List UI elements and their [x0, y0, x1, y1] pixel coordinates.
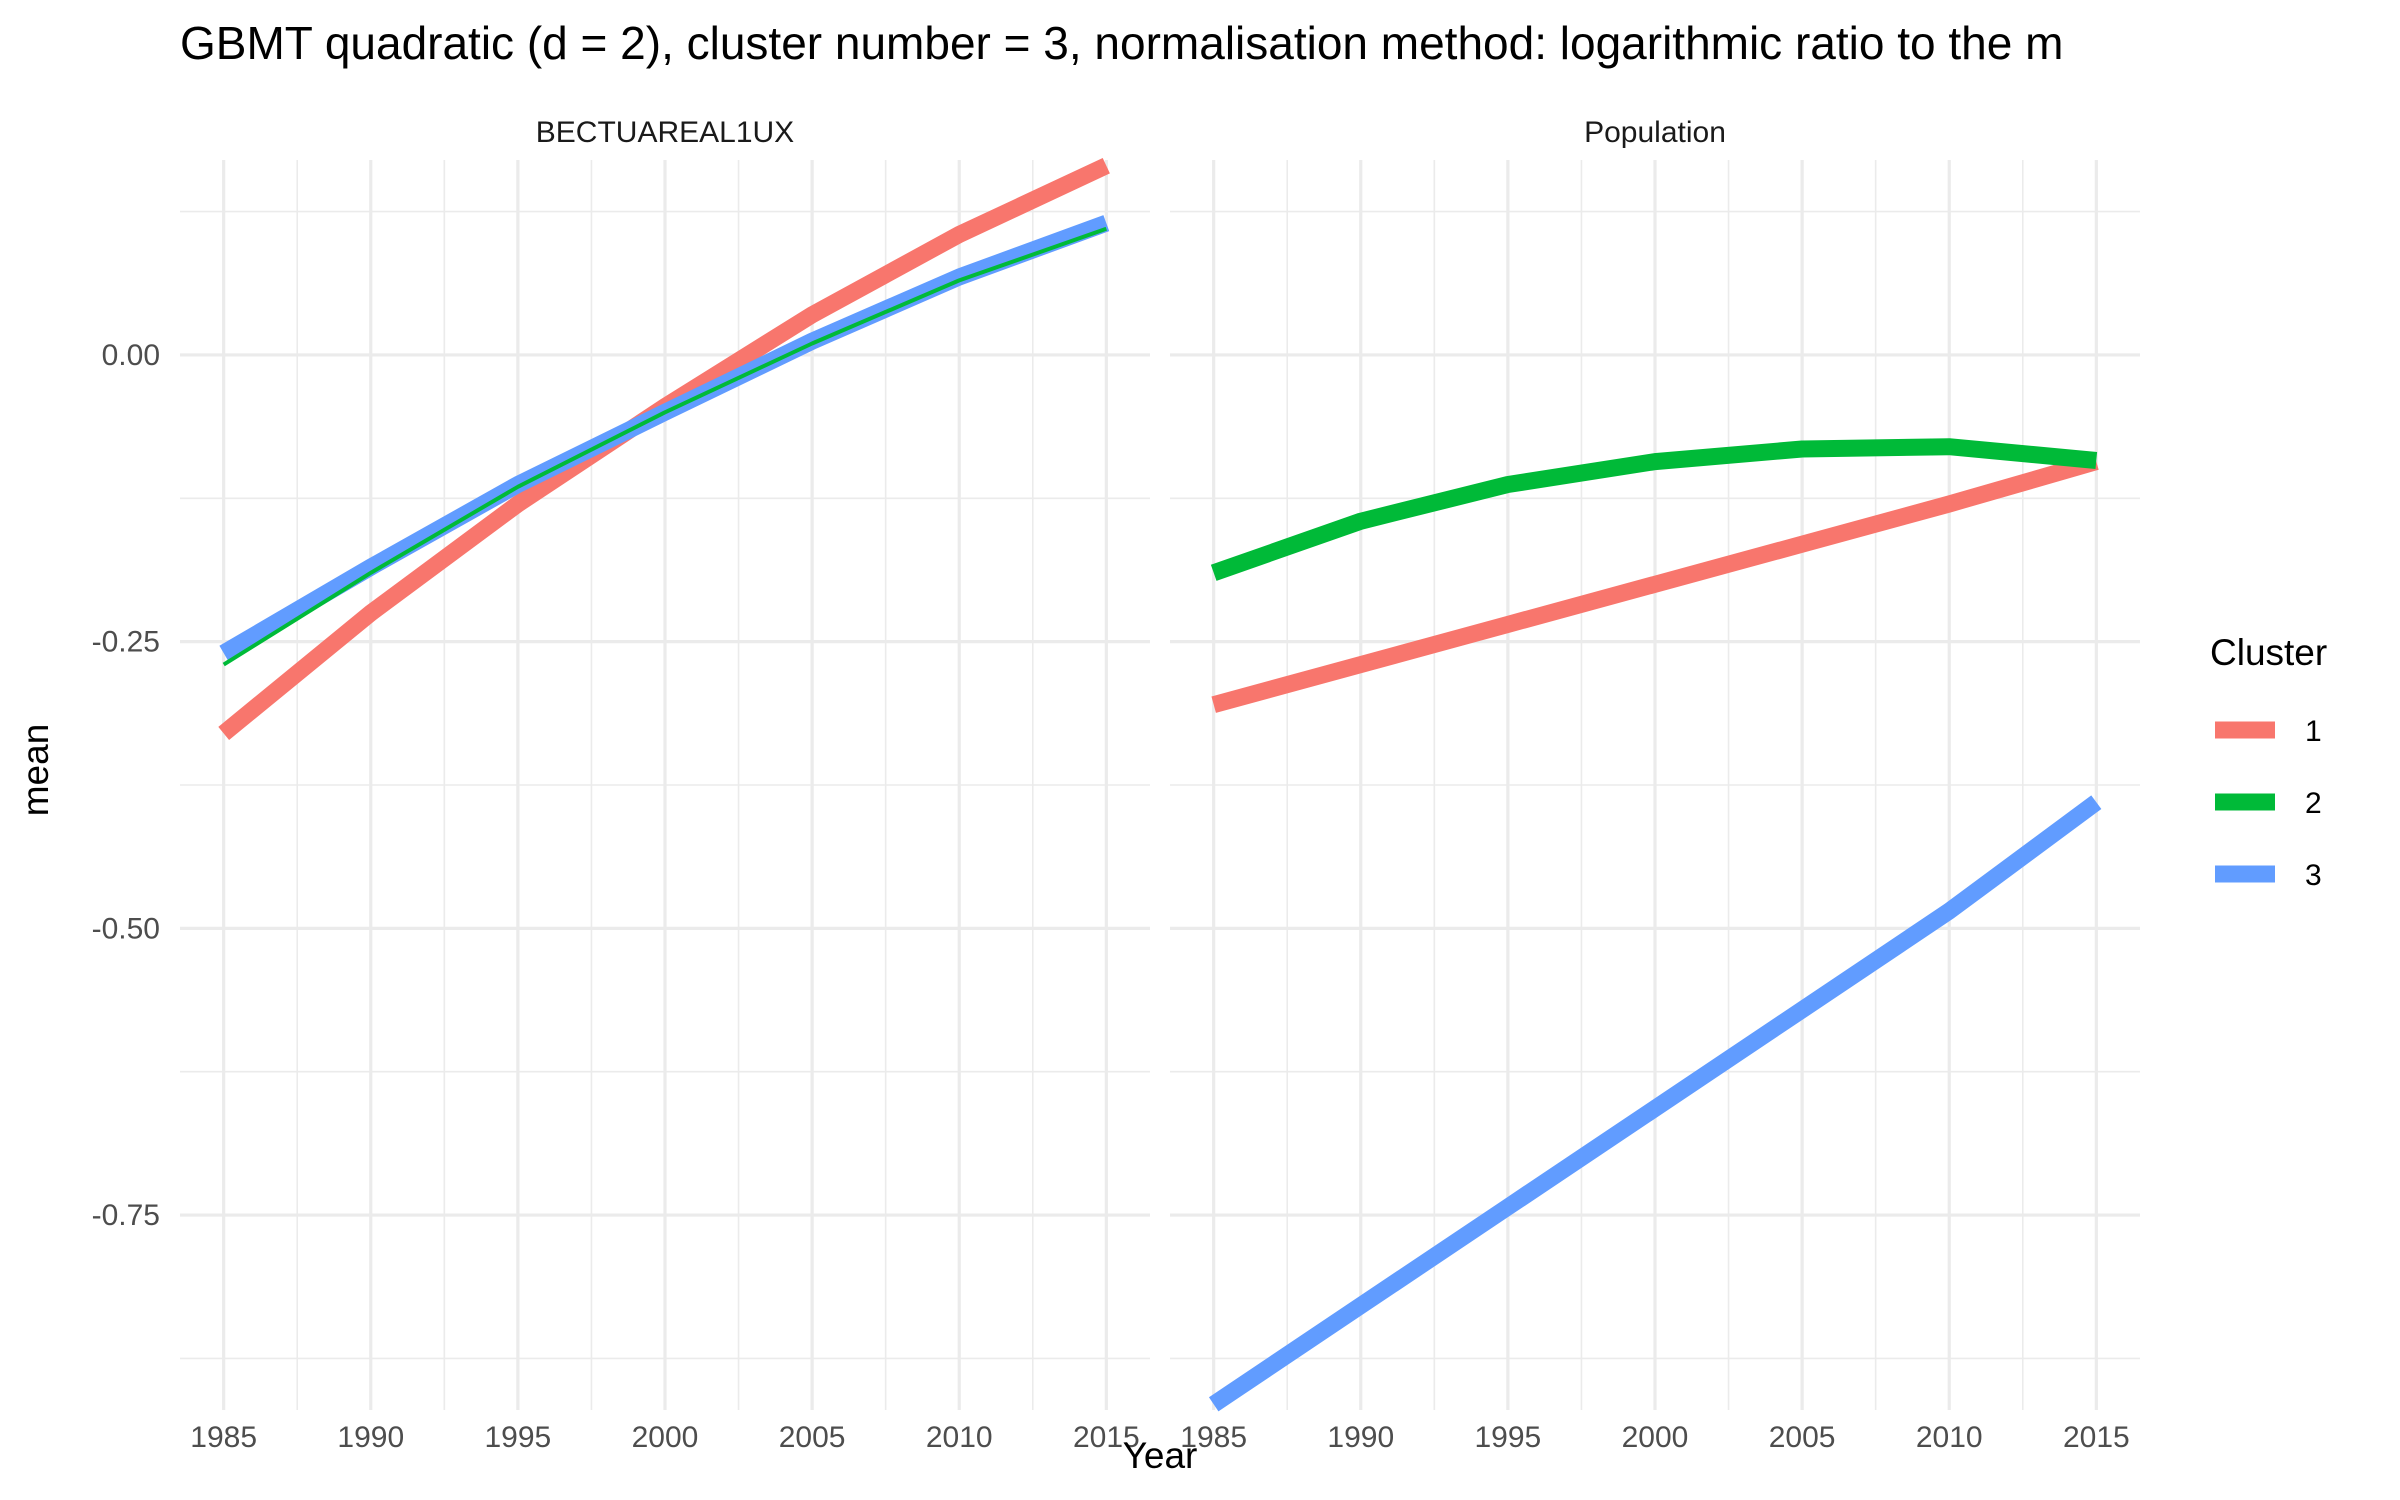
x-tick-label: 2005: [1769, 1421, 1836, 1454]
x-tick-label: 2005: [779, 1421, 846, 1454]
panel-strip-label: Population: [1584, 116, 1726, 149]
y-tick-label: -0.25: [92, 626, 160, 659]
legend-label-cluster-3: 3: [2305, 859, 2322, 892]
chart-title: GBMT quadratic (d = 2), cluster number =…: [180, 17, 2064, 69]
y-tick-label: -0.75: [92, 1199, 160, 1232]
x-axis-title: Year: [1123, 1435, 1198, 1476]
series-line-cluster-3: [1208, 795, 2102, 1412]
y-axis-title: mean: [15, 724, 56, 817]
y-tick-label: 0.00: [102, 339, 160, 372]
series-line-cluster-2: [222, 226, 1107, 667]
x-tick-label: 2015: [1073, 1421, 1140, 1454]
panels-layer: BECTUAREAL1UX 1985 1990 1995 2000 2005 2010 201…: [92, 116, 2140, 1454]
legend-title: Cluster: [2210, 632, 2327, 673]
x-tick-label: 1985: [190, 1421, 257, 1454]
x-tick-label: 1985: [1180, 1421, 1247, 1454]
panel-2: Population 1985 1990 1995 2000 2005 2010 2015: [1170, 116, 2140, 1454]
series-line-cluster-1: [1211, 453, 2099, 713]
x-tick-label: 2010: [1916, 1421, 1983, 1454]
x-tick-label: 1990: [1327, 1421, 1394, 1454]
x-tick-label: 2015: [2063, 1421, 2130, 1454]
x-tick-label: 2000: [632, 1421, 699, 1454]
y-tick-label: -0.50: [92, 912, 160, 945]
panel-1: BECTUAREAL1UX 1985 1990 1995 2000 2005 2010 201…: [92, 116, 1150, 1454]
x-tick-label: 2000: [1622, 1421, 1689, 1454]
x-tick-label: 1995: [1475, 1421, 1542, 1454]
legend-label-cluster-2: 2: [2305, 787, 2322, 820]
legend-label-cluster-1: 1: [2305, 715, 2322, 748]
panel-strip-label: BECTUAREAL1UX: [536, 116, 794, 149]
legend-items: 1 2 3: [2215, 715, 2322, 892]
series-line-cluster-2: [1210, 438, 2098, 581]
x-tick-label: 1995: [485, 1421, 552, 1454]
legend: Cluster 1 2 3: [2210, 632, 2327, 892]
x-tick-label: 1990: [337, 1421, 404, 1454]
x-tick-label: 2010: [926, 1421, 993, 1454]
